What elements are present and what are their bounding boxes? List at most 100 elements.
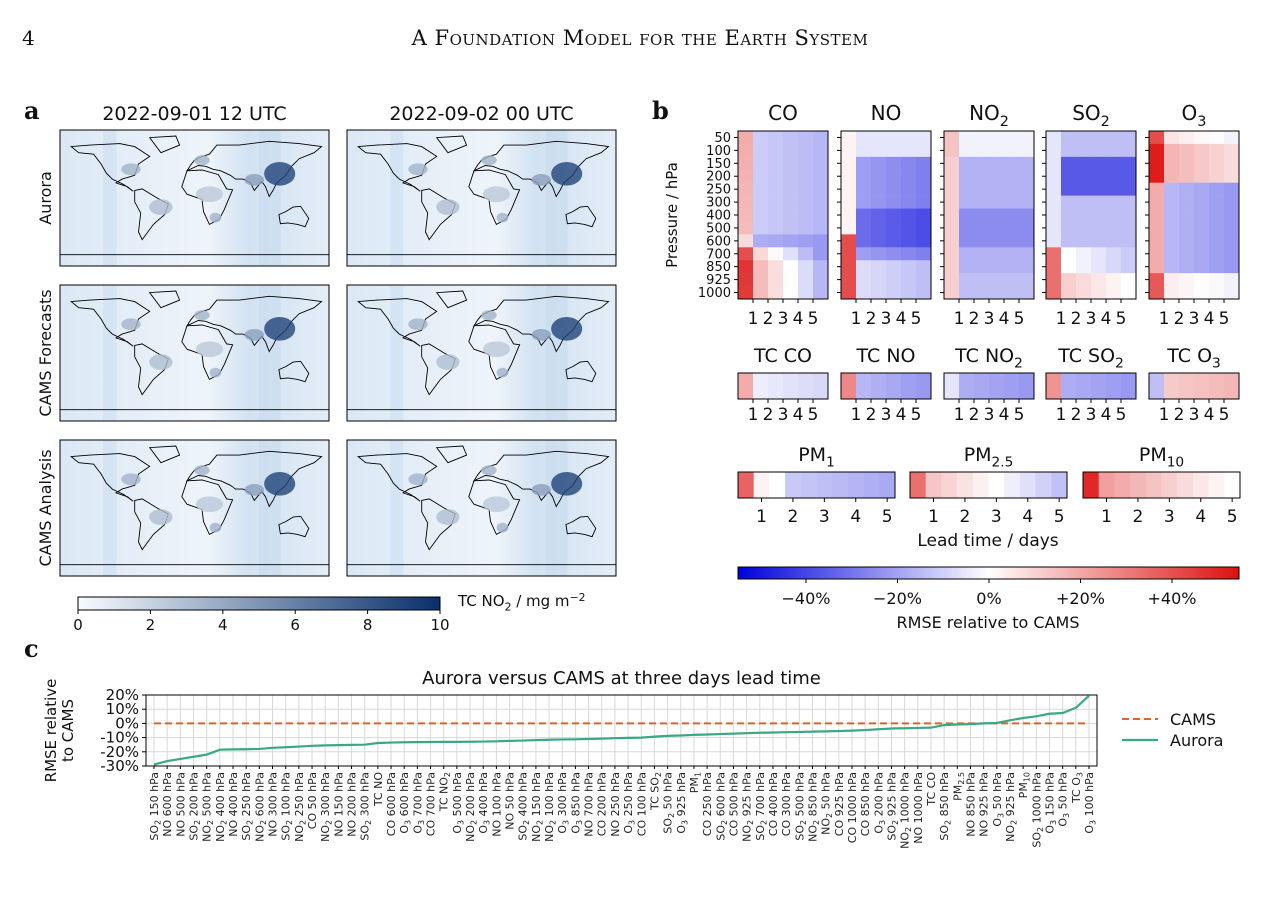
- map-frame: [346, 284, 617, 422]
- heatmap-title-main: NO: [871, 101, 902, 125]
- map-panel: [59, 439, 330, 577]
- tc-cell: [753, 373, 769, 399]
- x-tick-label-rest: 700 hPa: [754, 772, 767, 820]
- map-frame: [346, 129, 617, 267]
- heatmap-cell: [1121, 208, 1137, 222]
- map-plume: [103, 285, 117, 421]
- pm-cell: [1019, 472, 1036, 498]
- heatmap-cell: [841, 273, 857, 287]
- heatmap-cell: [989, 208, 1005, 222]
- heatmap-cell: [916, 208, 932, 222]
- colorbar-tick-label: 4: [218, 616, 228, 634]
- heatmap-cell: [1224, 260, 1240, 274]
- heatmap-cell: [1004, 208, 1020, 222]
- heatmap-cell: [1019, 247, 1035, 261]
- heatmap-title-sub: 3: [1197, 114, 1206, 130]
- pressure-tick-label: 250: [706, 183, 731, 198]
- heatmap-title-main: O: [1182, 101, 1198, 125]
- heatmap-cell: [1149, 208, 1165, 222]
- heatmap-cell: [1106, 286, 1122, 300]
- x-tick-label: NO2 150 hPa: [530, 772, 545, 842]
- tc-title: TC SO2: [1057, 345, 1124, 372]
- x-tick-label-rest: 500 hPa: [793, 772, 806, 820]
- heatmap-cell: [974, 286, 990, 300]
- heatmap-cell: [1224, 221, 1240, 235]
- no2-hotspot: [195, 186, 224, 203]
- heatmap-cell: [974, 131, 990, 145]
- heatmap-cell: [1061, 260, 1077, 274]
- heatmap-cell: [1179, 234, 1195, 248]
- no2-hotspot: [408, 318, 428, 331]
- x-tick-label: 5: [882, 507, 893, 527]
- x-tick-label-rest: 250 hPa: [240, 772, 253, 820]
- heatmap-cell: [1194, 234, 1210, 248]
- no2-hotspot: [531, 328, 551, 341]
- map-plume: [546, 440, 568, 576]
- colorbar-tick-label: 6: [290, 616, 300, 634]
- heatmap-cell: [1164, 131, 1180, 145]
- map-plume: [259, 440, 281, 576]
- heatmap-cell: [753, 234, 769, 248]
- no2-hotspot: [149, 509, 173, 525]
- map-panel: [59, 129, 330, 267]
- heatmap-cell: [1091, 286, 1107, 300]
- x-tick-label: 1: [748, 405, 759, 425]
- heatmap-cell: [1194, 221, 1210, 235]
- coastline: [134, 498, 169, 551]
- x-tick-label-text: TC NO: [438, 777, 451, 812]
- panel-b-colorbar: −40% −20% 0% +20% +40% RMSE relative to CAMS: [737, 566, 1240, 632]
- tc-title: TC O3: [1166, 345, 1220, 372]
- heatmap-cell: [783, 221, 799, 235]
- heatmap-cell: [1179, 169, 1195, 183]
- heatmap-cell: [901, 156, 917, 171]
- x-tick-label: 1: [1056, 405, 1067, 425]
- heatmap-cell: [1091, 143, 1107, 158]
- heatmap-cell: [944, 260, 960, 274]
- x-tick-label: O3 50 hPa: [991, 772, 1006, 827]
- heatmap-title-sub: 2: [1000, 114, 1009, 130]
- pm-cell: [816, 472, 833, 498]
- heatmap-cell: [753, 195, 769, 209]
- heatmap-cell: [974, 182, 990, 196]
- heatmap-cell: [1076, 131, 1092, 145]
- coastline: [70, 453, 151, 502]
- heatmap-cell: [1224, 143, 1240, 158]
- pm-cell: [753, 472, 770, 498]
- coastline: [278, 205, 310, 228]
- x-tick-label: NO2 925 hPa: [1004, 772, 1019, 842]
- heatmap-cell: [798, 195, 814, 209]
- no2-hotspot: [408, 163, 428, 176]
- heatmap-cell: [738, 131, 754, 145]
- x-tick-label-rest: 600 hPa: [398, 772, 411, 820]
- x-tick-label: 2: [969, 309, 980, 329]
- heatmap-cell: [841, 221, 857, 235]
- heatmap-cell: [916, 286, 932, 300]
- pm-cell: [1083, 472, 1099, 498]
- x-tick-label-text: NO: [1004, 825, 1017, 842]
- heatmap-cell: [1121, 143, 1137, 158]
- heatmap-cell: [959, 143, 975, 158]
- heatmap-title: CO: [768, 101, 798, 125]
- heatmap-cell: [1164, 247, 1180, 261]
- pm-title: PM2.5: [964, 444, 1014, 471]
- x-tick-label-text: PM: [1017, 782, 1030, 798]
- heatmap-title-sub: 2: [1101, 114, 1110, 130]
- map-row-label: Aurora: [36, 171, 55, 224]
- x-tick-label-sub: 3: [456, 820, 465, 825]
- heatmap-cell: [1046, 286, 1062, 300]
- no2-hotspot: [408, 473, 428, 486]
- heatmap-cell: [798, 156, 814, 171]
- no2-hotspot: [264, 162, 296, 186]
- heatmap-cell: [768, 221, 784, 235]
- x-tick-label-text: SO: [1030, 832, 1043, 848]
- chart-legend: CAMS Aurora: [1122, 710, 1223, 750]
- heatmap-cell: [1121, 182, 1137, 196]
- heatmap-cell: [1004, 156, 1020, 171]
- heatmap-cell: [1004, 234, 1020, 248]
- tc-cell: [841, 373, 857, 399]
- x-tick-label: TC SO2: [648, 772, 663, 811]
- heatmap-cell: [1106, 156, 1122, 171]
- no2-hotspot: [496, 367, 509, 378]
- x-tick-label: 5: [911, 405, 922, 425]
- heatmap-title-main: CO: [768, 101, 798, 125]
